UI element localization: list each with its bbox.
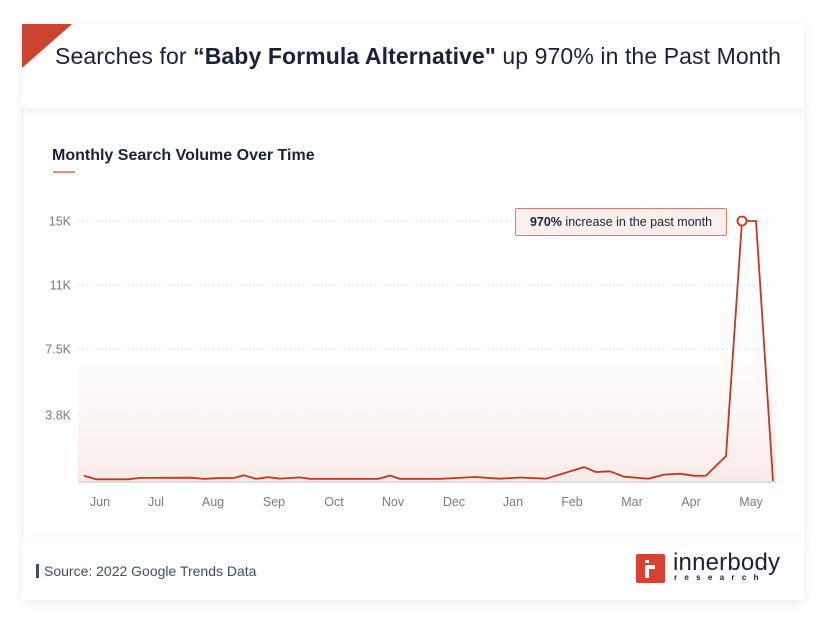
x-tick-label: Oct	[324, 495, 344, 509]
innerbody-logo: innerbody research	[636, 549, 786, 586]
x-axis: Jun Jul Aug Sep Oct Nov Dec Jan Feb Mar Apr May	[90, 495, 764, 509]
y-tick-label: 7.5K	[45, 343, 71, 357]
y-tick-label: 3.8K	[45, 409, 71, 423]
peak-marker	[736, 215, 748, 227]
logo-wordmark: innerbody	[673, 549, 781, 576]
area-fill	[78, 365, 776, 481]
x-tick-label: Feb	[561, 495, 583, 509]
y-tick-label: 15K	[49, 215, 72, 229]
x-tick-label: Dec	[443, 495, 465, 509]
x-tick-label: Jul	[148, 495, 164, 509]
title-card: Searches for “Baby Formula Alternative" …	[22, 24, 804, 108]
page-title: Searches for “Baby Formula Alternative" …	[55, 43, 782, 69]
data-line	[83, 220, 774, 482]
source-note: Source: 2022 Google Trends Data	[36, 563, 256, 579]
chart-title-underline	[53, 171, 75, 173]
annotation-callout: 970% increase in the past month	[515, 208, 727, 236]
logo-icon	[636, 554, 665, 583]
x-tick-label: Nov	[382, 495, 405, 509]
title-keyword: “Baby Formula Alternative"	[193, 43, 496, 69]
x-tick-label: Sep	[263, 495, 285, 509]
source-bar	[36, 564, 39, 578]
x-tick-label: May	[739, 495, 763, 509]
x-tick-label: Mar	[621, 495, 643, 509]
x-tick-label: Aug	[202, 495, 224, 509]
logo-subtitle: research	[674, 573, 766, 582]
footer-card: Source: 2022 Google Trends Data innerbod…	[22, 538, 804, 600]
x-tick-label: Jun	[90, 495, 110, 509]
x-tick-label: Apr	[681, 495, 700, 509]
y-axis: 3.8K 7.5K 11K 15K	[45, 215, 71, 423]
y-tick-label: 11K	[50, 279, 72, 293]
chart-title: Monthly Search Volume Over Time	[52, 147, 315, 164]
x-tick-label: Jan	[503, 495, 523, 509]
corner-accent	[22, 24, 72, 68]
